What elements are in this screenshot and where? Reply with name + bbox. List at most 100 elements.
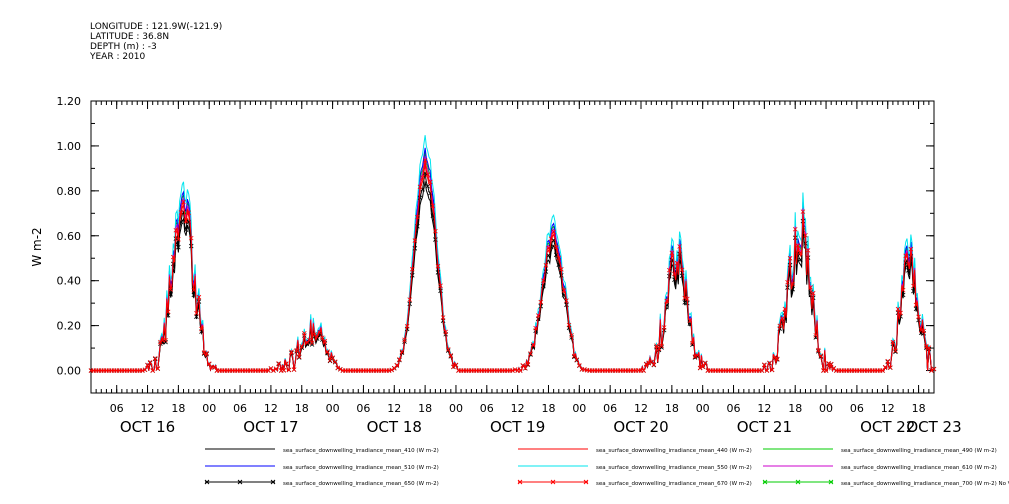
series-marker-7: [422, 158, 428, 163]
series-marker-7: [903, 253, 909, 259]
series-marker-7: [440, 315, 446, 320]
series-marker-6: [194, 314, 199, 319]
series-marker-7: [206, 361, 212, 366]
series-marker-7: [173, 227, 179, 233]
series-marker-7: [438, 283, 443, 288]
series-marker-7: [191, 287, 197, 293]
legend-label: sea_surface_downwelling_irradiance_mean_…: [596, 481, 752, 487]
series-marker-7: [767, 360, 772, 366]
x-tick-label: 18: [418, 402, 432, 415]
series-marker-7: [389, 367, 394, 373]
legend-marker: [270, 479, 276, 485]
series-marker-7: [332, 359, 338, 364]
series-marker-7: [643, 361, 649, 367]
legend-label: sea_surface_downwelling_irradiance_mean_…: [841, 481, 1009, 487]
series-marker-7: [666, 267, 672, 273]
series-marker-7: [284, 361, 289, 366]
series-marker-7: [147, 360, 153, 365]
x-tick-label: 00: [326, 402, 340, 415]
series-marker-7: [163, 337, 168, 343]
y-axis-label: W m-2: [30, 227, 44, 266]
x-tick-label: 12: [511, 402, 525, 415]
x-tick-label: 18: [912, 402, 926, 415]
series-marker-7: [276, 361, 281, 366]
series-line-7: [91, 160, 935, 372]
series-marker-7: [641, 368, 646, 373]
series-marker-6: [659, 345, 664, 350]
y-tick-label: 0.20: [57, 320, 82, 333]
series-marker-7: [780, 316, 785, 321]
series-marker-7: [299, 343, 305, 349]
series-marker-7: [571, 353, 577, 359]
legend-label: sea_surface_downwelling_irradiance_mean_…: [283, 481, 439, 487]
series-marker-6: [296, 355, 302, 360]
legend-entry: sea_surface_downwelling_irradiance_mean_…: [517, 479, 752, 487]
series-marker-7: [669, 250, 675, 256]
series-marker-7: [512, 367, 518, 372]
series-marker-7: [813, 333, 819, 338]
legend-label: sea_surface_downwelling_irradiance_mean_…: [596, 465, 752, 471]
series-marker-7: [790, 281, 795, 287]
series-marker-6: [543, 269, 549, 274]
series-marker-7: [672, 271, 677, 277]
series-group: [88, 135, 937, 373]
series-marker-7: [448, 353, 454, 358]
legend-marker: [237, 479, 243, 485]
x-day-label: OCT 16: [120, 418, 175, 436]
series-marker-7: [577, 363, 582, 368]
series-marker-7: [898, 310, 903, 316]
series-marker-6: [163, 339, 168, 345]
series-marker-7: [289, 349, 294, 355]
series-marker-7: [916, 314, 921, 320]
series-marker-7: [528, 351, 533, 356]
legend-label: sea_surface_downwelling_irradiance_mean_…: [841, 448, 997, 454]
series-marker-7: [818, 353, 824, 358]
series-marker-7: [430, 203, 436, 209]
series-marker-7: [412, 238, 418, 243]
series-marker-7: [569, 333, 574, 338]
x-tick-label: 18: [665, 402, 679, 415]
legend-entry: sea_surface_downwelling_irradiance_mean_…: [763, 448, 997, 454]
series-marker-7: [823, 368, 829, 373]
series-marker-6: [911, 288, 916, 294]
series-marker-7: [702, 360, 708, 366]
series-marker-7: [338, 366, 343, 372]
series-line-0: [91, 181, 935, 372]
series-marker-7: [196, 294, 202, 300]
x-tick-label: 06: [603, 402, 617, 415]
series-marker-6: [183, 227, 189, 232]
series-marker-7: [931, 366, 937, 372]
series-marker-7: [286, 367, 292, 373]
x-tick-label: 00: [572, 402, 586, 415]
series-marker-7: [695, 353, 700, 358]
series-marker-7: [785, 279, 790, 285]
latitude-label: LATITUDE : 36.8N: [90, 32, 170, 42]
series-marker-6: [906, 268, 911, 273]
longitude-label: LONGITUDE : 121.9W(-121.9): [90, 22, 223, 32]
series-marker-7: [320, 335, 325, 340]
x-day-label: OCT 18: [367, 418, 422, 436]
series-marker-7: [888, 365, 893, 370]
series-marker-7: [929, 368, 934, 373]
series-marker-7: [687, 318, 693, 324]
series-marker-7: [155, 366, 161, 371]
legend-entry: sea_surface_downwelling_irradiance_mean_…: [204, 479, 439, 487]
x-day-label: OCT 22: [860, 418, 915, 436]
series-marker-7: [692, 354, 698, 359]
series-marker-7: [394, 362, 400, 368]
series-marker-7: [150, 368, 155, 373]
series-marker-7: [271, 368, 276, 373]
legend-entry: sea_surface_downwelling_irradiance_mean_…: [205, 465, 439, 471]
series-marker-6: [798, 257, 803, 262]
series-marker-7: [913, 302, 919, 308]
series-marker-7: [826, 360, 831, 366]
series-marker-7: [762, 362, 767, 367]
series-marker-7: [882, 364, 888, 370]
series-marker-7: [759, 368, 765, 373]
series-marker-6: [191, 292, 197, 298]
x-tick-label: 12: [141, 402, 155, 415]
series-marker-7: [399, 349, 405, 354]
series-line-6: [91, 172, 935, 372]
series-marker-7: [684, 296, 690, 302]
series-marker-7: [165, 309, 171, 315]
